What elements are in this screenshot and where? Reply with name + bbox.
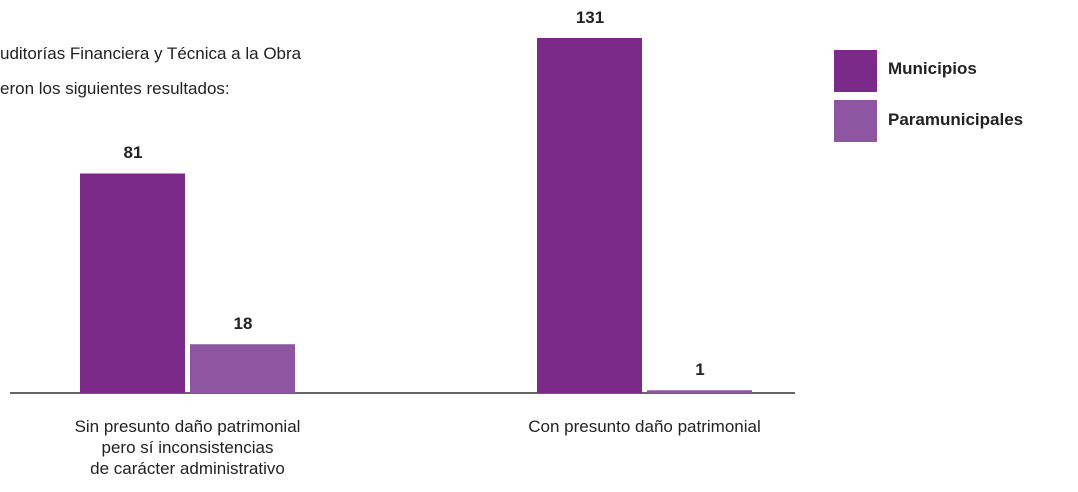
legend-label: Paramunicipales	[888, 110, 1024, 129]
intro-line: uditorías Financiera y Técnica a la Obra	[0, 44, 302, 63]
legend-swatch	[834, 100, 877, 142]
bar	[537, 37, 642, 394]
value-label: 81	[123, 143, 143, 163]
value-label: 18	[233, 314, 253, 334]
legend-swatch	[834, 50, 877, 92]
bar	[647, 390, 752, 393]
bar	[190, 344, 295, 393]
intro-line: eron los siguientes resultados:	[0, 79, 230, 98]
legend-label: Municipios	[888, 59, 977, 78]
value-label: 1	[695, 360, 705, 380]
x-tick-label: Sin presunto daño patrimonial pero sí in…	[74, 417, 301, 478]
bar	[80, 173, 185, 393]
x-tick-label: Con presunto daño patrimonial	[528, 417, 761, 436]
value-label: 131	[575, 7, 605, 27]
